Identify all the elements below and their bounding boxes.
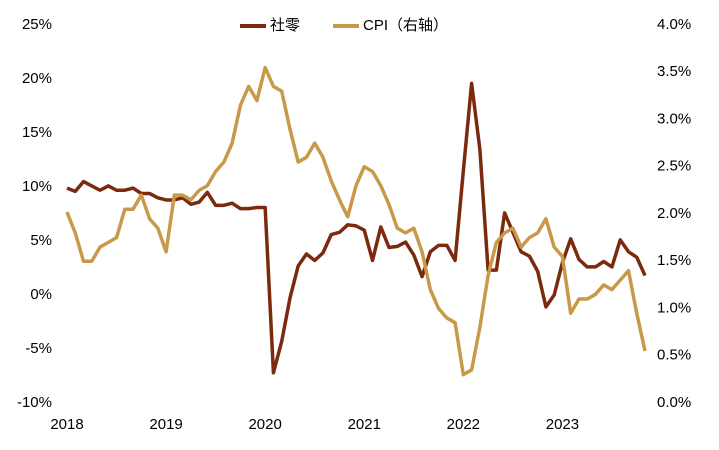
series-line — [65, 65, 647, 377]
legend-label: CPI（右轴） — [363, 17, 448, 34]
y-tick-label: -5% — [25, 340, 52, 357]
x-tick-label: 2023 — [546, 416, 579, 433]
y-tick-label: -10% — [17, 394, 52, 411]
series-line — [66, 81, 647, 375]
y-tick-label: 5% — [30, 232, 52, 249]
x-tick-label: 2019 — [149, 416, 182, 433]
y-tick-label: 20% — [22, 70, 52, 87]
legend-label: 社零 — [270, 17, 300, 34]
y-tick-label: 15% — [22, 124, 52, 141]
y2-tick-label: 1.5% — [657, 252, 691, 269]
y2-tick-label: 0.5% — [657, 347, 691, 364]
y2-tick-label: 4.0% — [657, 16, 691, 33]
y2-tick-label: 3.0% — [657, 110, 691, 127]
y2-tick-label: 2.5% — [657, 158, 691, 175]
x-tick-label: 2022 — [447, 416, 480, 433]
y2-tick-label: 2.0% — [657, 205, 691, 222]
x-tick-label: 2021 — [348, 416, 381, 433]
y-tick-label: 10% — [22, 178, 52, 195]
x-tick-label: 2020 — [248, 416, 281, 433]
y2-tick-label: 0.0% — [657, 394, 691, 411]
y2-tick-label: 3.5% — [657, 63, 691, 80]
y-tick-label: 0% — [30, 286, 52, 303]
y-tick-label: 25% — [22, 16, 52, 33]
y2-tick-label: 1.0% — [657, 299, 691, 316]
x-tick-label: 2018 — [50, 416, 83, 433]
